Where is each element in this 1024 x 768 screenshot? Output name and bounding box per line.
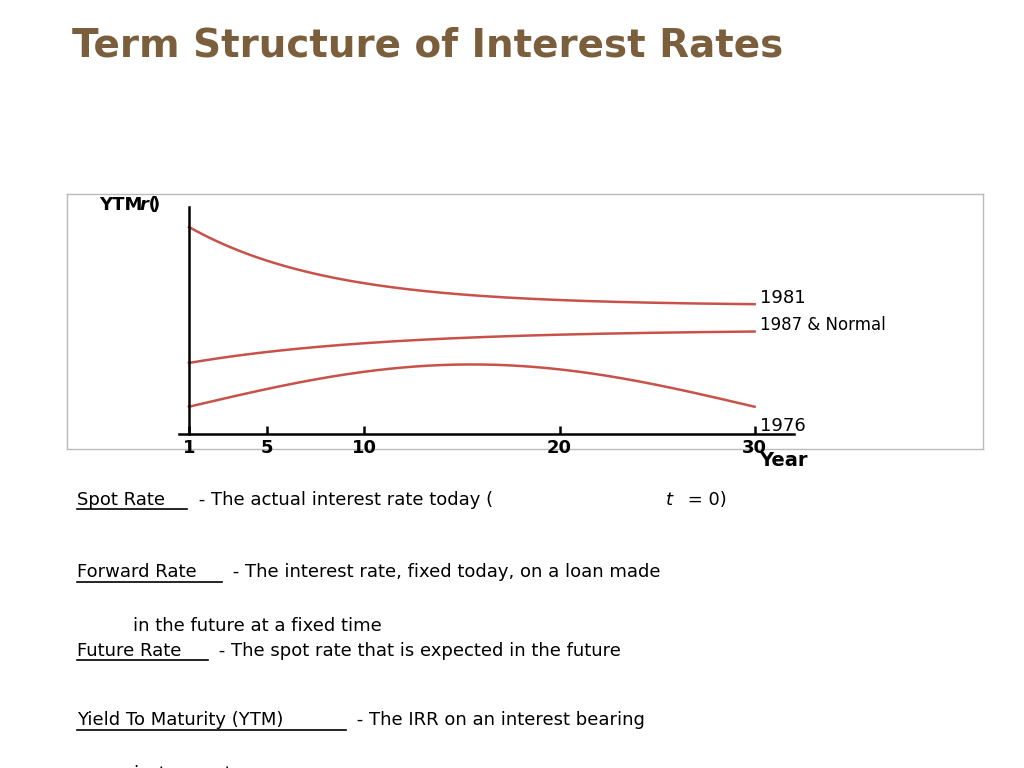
Text: Forward Rate: Forward Rate — [77, 564, 197, 581]
Text: Term Structure of Interest Rates: Term Structure of Interest Rates — [72, 27, 783, 65]
Text: YTM (: YTM ( — [99, 196, 158, 214]
Text: ): ) — [152, 196, 160, 214]
Text: = 0): = 0) — [682, 491, 727, 509]
Text: 1976: 1976 — [761, 417, 806, 435]
Text: 1987 & Normal: 1987 & Normal — [761, 316, 886, 335]
Text: instrument: instrument — [133, 765, 231, 768]
Text: Future Rate: Future Rate — [77, 642, 181, 660]
Text: Spot Rate: Spot Rate — [77, 491, 165, 509]
Text: - The IRR on an interest bearing: - The IRR on an interest bearing — [351, 711, 645, 730]
Text: - The spot rate that is expected in the future: - The spot rate that is expected in the … — [213, 642, 621, 660]
Text: Year: Year — [760, 451, 808, 469]
Text: Yield To Maturity (YTM): Yield To Maturity (YTM) — [77, 711, 284, 730]
Text: r: r — [139, 196, 148, 214]
Text: 1981: 1981 — [761, 289, 806, 307]
Text: 23: 23 — [78, 179, 94, 191]
Text: in the future at a fixed time: in the future at a fixed time — [133, 617, 382, 635]
Text: - The actual interest rate today (: - The actual interest rate today ( — [193, 491, 493, 509]
Text: t: t — [666, 491, 673, 509]
Text: - The interest rate, fixed today, on a loan made: - The interest rate, fixed today, on a l… — [227, 564, 660, 581]
